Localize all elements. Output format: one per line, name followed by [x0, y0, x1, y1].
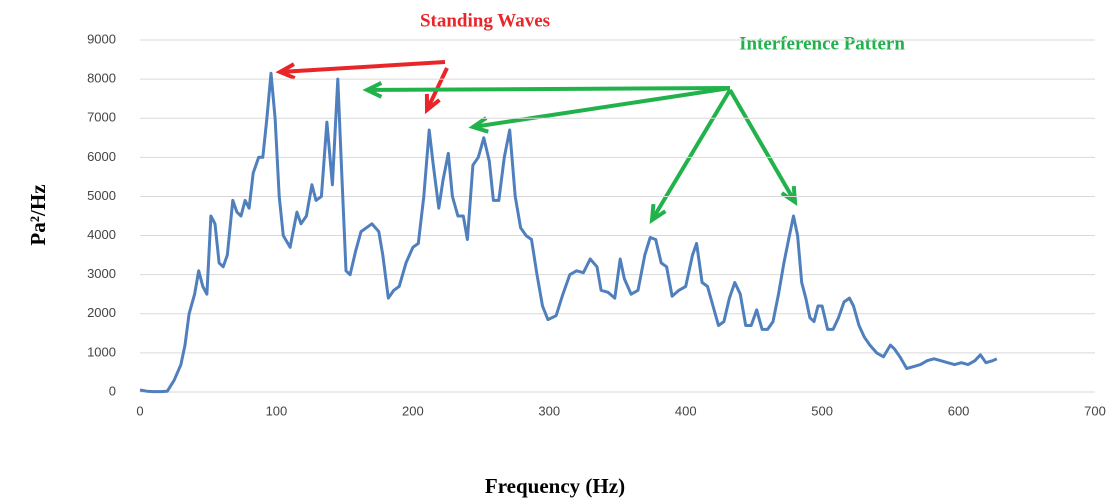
arrow-line: [472, 86, 731, 129]
x-tick-label: 700: [1084, 403, 1106, 418]
annotation: Standing Waves: [420, 10, 550, 31]
arrow-head: [649, 203, 667, 224]
arrow-line: [279, 60, 446, 74]
x-tick-label: 100: [266, 403, 288, 418]
y-tick-label: 8000: [87, 71, 116, 86]
y-axis-title: Pa²/Hz: [26, 184, 50, 245]
arrow-line: [728, 88, 797, 204]
x-tick-label: 300: [538, 403, 560, 418]
y-tick-label: 1000: [87, 344, 116, 359]
y-tick-label: 6000: [87, 149, 116, 164]
arrow-line: [650, 88, 732, 222]
y-tick-label: 5000: [87, 188, 116, 203]
arrow-head: [275, 62, 296, 80]
y-tick-label: 0: [109, 383, 116, 398]
x-tick-label: 200: [402, 403, 424, 418]
x-tick-label: 600: [948, 403, 970, 418]
arrow-head: [424, 93, 441, 115]
y-tick-label: 9000: [87, 31, 116, 46]
x-tick-label: 500: [811, 403, 833, 418]
y-tick-label: 3000: [87, 266, 116, 281]
y-tick-label: 2000: [87, 305, 116, 320]
arrow-head: [362, 81, 383, 99]
y-tick-label: 7000: [87, 110, 116, 125]
arrow-head: [468, 116, 489, 134]
annotation: Interference Pattern: [739, 33, 905, 54]
line: [139, 71, 998, 394]
x-tick-label: 0: [136, 403, 143, 418]
arrow-line: [366, 86, 731, 92]
x-axis-title: Frequency (Hz): [485, 474, 625, 498]
y-tick-label: 4000: [87, 227, 116, 242]
x-tick-label: 400: [675, 403, 697, 418]
